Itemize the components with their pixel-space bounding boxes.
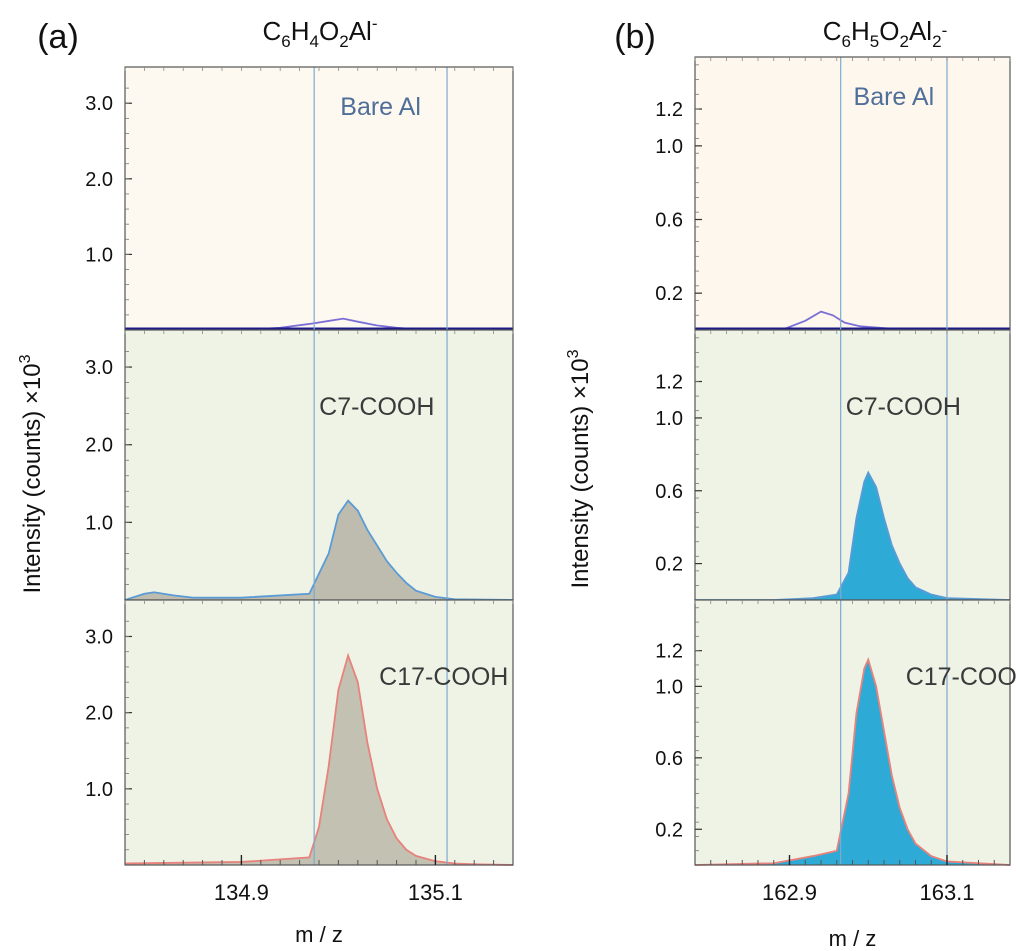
x-tick-label: 162.9: [762, 880, 817, 905]
y-tick-label: 2.0: [85, 169, 113, 191]
series-line: [124, 652, 514, 866]
peak-point: [347, 499, 349, 501]
y-tick-label: 1.2: [655, 372, 683, 394]
peak-point: [347, 654, 349, 656]
panel-0: 0.2 0.6 1.0 1.2 Bare Al: [655, 56, 1011, 344]
y-tick-label: 1.0: [655, 676, 683, 698]
panel-background: [125, 67, 513, 330]
y-axis-title-text: Intensity (counts) ×10: [567, 358, 594, 588]
y-tick-label: 0.6: [655, 481, 683, 503]
y-tick-label: 1.0: [85, 244, 113, 266]
formula-element: H: [851, 16, 870, 46]
peak-point: [867, 471, 869, 473]
y-tick-label: 1.0: [655, 136, 683, 158]
y-tick-label: 0.6: [655, 210, 683, 232]
formula-element: O: [319, 16, 339, 46]
y-tick-label: 0.2: [655, 819, 683, 841]
peak-point: [342, 317, 344, 319]
formula-subscript: 4: [310, 32, 319, 51]
panel-background: [125, 330, 513, 600]
formula-element: C: [263, 16, 282, 46]
y-tick-label: 2.0: [85, 435, 113, 457]
formula-subscript: 2: [900, 32, 909, 51]
formula-element: H: [291, 16, 310, 46]
x-axis-title: m / z: [829, 926, 877, 951]
formula-charge: -: [942, 21, 948, 40]
y-tick-label: 3.0: [85, 626, 113, 648]
y-axis-title-exponent: 3: [17, 354, 34, 363]
y-axis-title-text: Intensity (counts) ×10: [19, 363, 46, 593]
formula-element: Al: [909, 16, 932, 46]
formula-title: C6H4O2Al-: [263, 14, 378, 51]
panel-1: 1.0 2.0 3.0 C7-COOH: [85, 329, 514, 613]
series-label: C7-COOH: [846, 393, 961, 421]
x-tick-label: 163.1: [919, 880, 974, 905]
series-label: C17-COOH: [379, 663, 508, 691]
series-area: [125, 500, 513, 600]
series-line: [124, 499, 514, 601]
panel-2: 1.0 2.0 3.0 C17-COOH: [85, 599, 514, 866]
series-line: [695, 470, 1011, 601]
x-tick-label: 135.1: [408, 880, 463, 905]
y-tick-label: 0.2: [655, 554, 683, 576]
series-label: Bare Al: [340, 93, 421, 121]
panel-group-b: (b) C6H5O2Al2-Intensity (counts) ×1030.20…: [565, 16, 1016, 951]
series-area: [695, 472, 1010, 600]
formula-element: O: [879, 16, 899, 46]
y-tick-label: 3.0: [85, 93, 113, 115]
formula-element: C: [823, 16, 842, 46]
series-label: C17-COOH: [906, 663, 1016, 691]
panel-0: 1.0 2.0 3.0 Bare Al: [85, 66, 514, 331]
formula-subscript: 6: [281, 32, 290, 51]
y-tick-label: 0.6: [655, 748, 683, 770]
y-axis-title-exponent: 3: [565, 349, 582, 358]
peak-point: [820, 310, 822, 312]
formula-element: Al: [349, 16, 372, 46]
y-tick-label: 2.0: [85, 703, 113, 725]
x-tick-label: 134.9: [214, 880, 269, 905]
panel-background: [125, 600, 513, 865]
y-tick-label: 0.2: [655, 283, 683, 305]
formula-subscript: 5: [870, 32, 879, 51]
series-line: [694, 656, 1011, 866]
panel-group-a: (a) C6H4O2Al- Intensity (counts) ×103 1.0 2.…: [17, 14, 514, 947]
panel-label: (a): [37, 18, 79, 56]
x-axis-title: m / z: [295, 922, 343, 947]
formula-title: C6H5O2Al2-: [823, 16, 947, 51]
formula-subscript: 2: [932, 32, 941, 51]
series-label: Bare Al: [854, 83, 935, 111]
y-axis-title: Intensity (counts) ×103: [565, 349, 594, 588]
y-tick-label: 1.0: [85, 779, 113, 801]
formula-subscript: 6: [842, 32, 851, 51]
panel-1: 0.2 0.6 1.0 1.2 C7-COOH: [655, 329, 1011, 613]
y-tick-label: 1.0: [85, 512, 113, 534]
formula-charge: -: [372, 14, 378, 33]
y-tick-label: 1.0: [655, 408, 683, 430]
panel-2: 0.2 0.6 1.0 1.2 C17-COOH: [655, 599, 1016, 866]
panel-background: [695, 57, 1010, 330]
peak-point: [867, 658, 869, 660]
formula-subscript: 2: [339, 32, 348, 51]
y-axis-title: Intensity (counts) ×103: [17, 354, 46, 593]
series-label: C7-COOH: [319, 393, 434, 421]
panel-label: (b): [614, 18, 656, 56]
y-tick-label: 1.2: [655, 99, 683, 121]
y-tick-label: 1.2: [655, 641, 683, 663]
y-tick-label: 3.0: [85, 357, 113, 379]
